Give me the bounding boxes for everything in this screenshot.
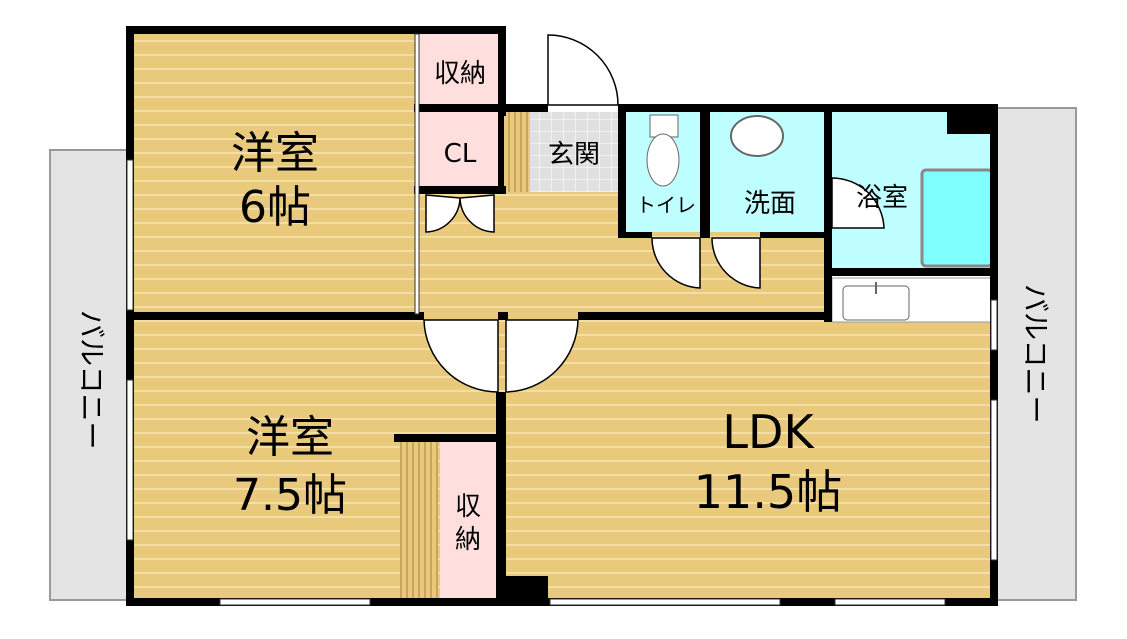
storage-bottom-floor [440, 438, 496, 602]
room-2-size: 7.5帖 [233, 470, 347, 521]
room-1-size: 6帖 [239, 182, 311, 233]
storage-bottom-label-2: 納 [455, 525, 481, 555]
washroom-door[interactable] [711, 237, 761, 289]
window [126, 159, 134, 311]
bathroom-door[interactable] [831, 177, 885, 229]
balcony-left [49, 149, 131, 601]
bathroom-label: 浴室 [856, 183, 908, 213]
entrance-step [504, 112, 530, 192]
toilet-icon [646, 133, 680, 187]
entrance-label: 玄関 [548, 140, 600, 170]
window [990, 399, 998, 561]
entrance-door[interactable] [547, 34, 619, 106]
balcony-right-label: バルコニー [1019, 284, 1052, 423]
balcony-left-label: バルコニー [75, 310, 108, 449]
window [414, 33, 420, 315]
closet-floor [418, 112, 502, 190]
closet-door[interactable] [425, 194, 495, 233]
balcony-right [995, 107, 1077, 601]
ldk-size: 11.5帖 [694, 465, 842, 519]
toilet-label: トイレ [636, 193, 696, 217]
closet-label: CL [444, 139, 477, 169]
window [549, 598, 781, 606]
ldk-name: LDK [722, 405, 815, 459]
stairs [400, 440, 438, 602]
window [126, 379, 134, 541]
ldk-door[interactable] [505, 319, 579, 393]
bathtub [920, 168, 994, 268]
room-2-name: 洋室 [246, 412, 334, 463]
washbasin-icon [730, 115, 784, 157]
washroom-label: 洗面 [744, 189, 796, 219]
toilet-door[interactable] [651, 237, 701, 289]
window [834, 598, 946, 606]
storage-bottom-label-1: 収 [455, 492, 481, 522]
window [219, 598, 371, 606]
room-1-name: 洋室 [231, 128, 319, 179]
window [990, 299, 998, 351]
room-2-door[interactable] [423, 319, 499, 393]
storage-top-floor [418, 30, 502, 108]
ldk-floor [502, 316, 996, 602]
storage-top-label: 収納 [434, 59, 486, 89]
western-room-1-floor [130, 30, 418, 314]
